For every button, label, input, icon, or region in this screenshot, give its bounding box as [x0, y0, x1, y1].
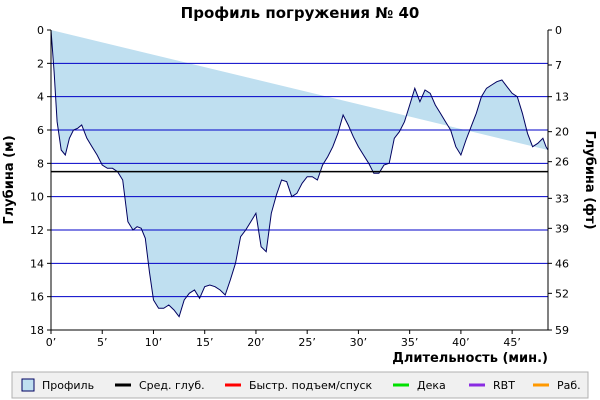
- legend-label: Дека: [417, 379, 446, 392]
- y-tick-label-right: 39: [555, 222, 569, 235]
- y-tick-label-right: 13: [555, 91, 569, 104]
- x-tick-label: 0’: [46, 336, 57, 349]
- x-tick-label: 15’: [196, 336, 214, 349]
- y-tick-label-left: 16: [30, 291, 44, 304]
- x-tick-label: 40’: [452, 336, 470, 349]
- legend-label: Сред. глуб.: [139, 379, 205, 392]
- profile-line: [50, 29, 549, 318]
- legend-label: RBT: [493, 379, 515, 392]
- legend-label: Профиль: [42, 379, 94, 392]
- legend-box: [11, 371, 589, 399]
- y-axis-label-left: Глубина (м): [2, 135, 17, 224]
- y-tick-label-left: 10: [30, 191, 44, 204]
- x-axis-label: Длительность (мин.): [392, 351, 548, 366]
- profile-area: [51, 30, 548, 317]
- y-tick-label-left: 12: [30, 224, 44, 237]
- y-tick-label-right: 7: [555, 59, 562, 72]
- y-tick-label-right: 52: [555, 287, 569, 300]
- y-tick-label-right: 0: [555, 24, 562, 37]
- x-tick-label: 45’: [503, 336, 521, 349]
- x-tick-label: 20’: [247, 336, 265, 349]
- x-tick-label: 30’: [350, 336, 368, 349]
- y-tick-label-left: 18: [30, 324, 44, 337]
- y-tick-label-right: 59: [555, 324, 569, 337]
- y-tick-label-left: 6: [37, 124, 44, 137]
- y-tick-label-left: 4: [37, 91, 44, 104]
- y-tick-label-right: 46: [555, 257, 569, 270]
- y-tick-label-right: 26: [555, 156, 569, 169]
- x-tick-label: 35’: [401, 336, 419, 349]
- y-tick-label-left: 8: [37, 157, 44, 170]
- y-tick-label-left: 2: [37, 57, 44, 70]
- y-axis-label-right: Глубина (фт): [582, 130, 597, 229]
- y-tick-label-right: 33: [555, 192, 569, 205]
- y-tick-label-left: 14: [30, 257, 44, 270]
- legend: Профиль Сред. глуб. Быстр. подъем/спуск Дек…: [11, 371, 589, 399]
- y-tick-label-right: 20: [555, 126, 569, 139]
- y-tick-label-left: 0: [37, 24, 44, 37]
- x-tick-label: 25’: [298, 336, 316, 349]
- x-tick-label: 10’: [145, 336, 163, 349]
- chart-title: Профиль погружения № 40: [181, 4, 420, 22]
- legend-label: Быстр. подъем/спуск: [249, 379, 373, 392]
- legend-label: Раб.: [557, 379, 581, 392]
- legend-swatch: [21, 378, 35, 392]
- x-tick-label: 5’: [97, 336, 108, 349]
